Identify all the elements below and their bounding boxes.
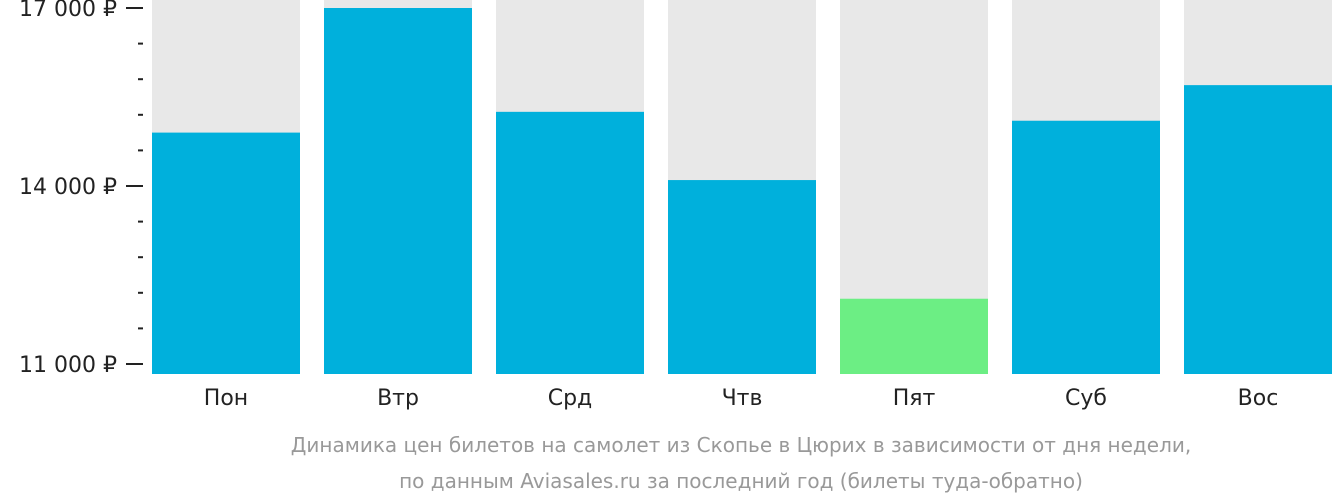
y-tick-label: 17 000 ₽	[19, 0, 117, 22]
x-tick-label: Пон	[204, 386, 248, 411]
y-tick-label: 11 000 ₽	[19, 353, 117, 378]
bar-1	[324, 8, 472, 374]
bar-4	[840, 298, 988, 374]
bar-0	[152, 132, 300, 374]
x-tick-label: Вос	[1238, 386, 1279, 411]
bar-5	[1012, 120, 1160, 374]
x-tick-label: Пят	[893, 386, 936, 411]
bar-2	[496, 111, 644, 374]
y-tick-label: 14 000 ₽	[19, 175, 117, 200]
x-tick-label: Чтв	[722, 386, 763, 411]
caption-line-1: Динамика цен билетов на самолет из Скопь…	[291, 433, 1191, 457]
caption-line-2: по данным Aviasales.ru за последний год …	[399, 469, 1083, 493]
bar-6	[1184, 85, 1332, 374]
x-tick-label: Втр	[377, 386, 419, 411]
bars	[152, 0, 1332, 374]
x-axis: Пон Втр Срд Чтв Пят Суб Вос	[204, 386, 1279, 411]
y-axis: 17 000 ₽ 14 000 ₽ 11 000 ₽	[19, 0, 143, 378]
x-tick-label: Суб	[1065, 386, 1107, 411]
bar-3	[668, 180, 816, 374]
x-tick-label: Срд	[548, 386, 593, 411]
